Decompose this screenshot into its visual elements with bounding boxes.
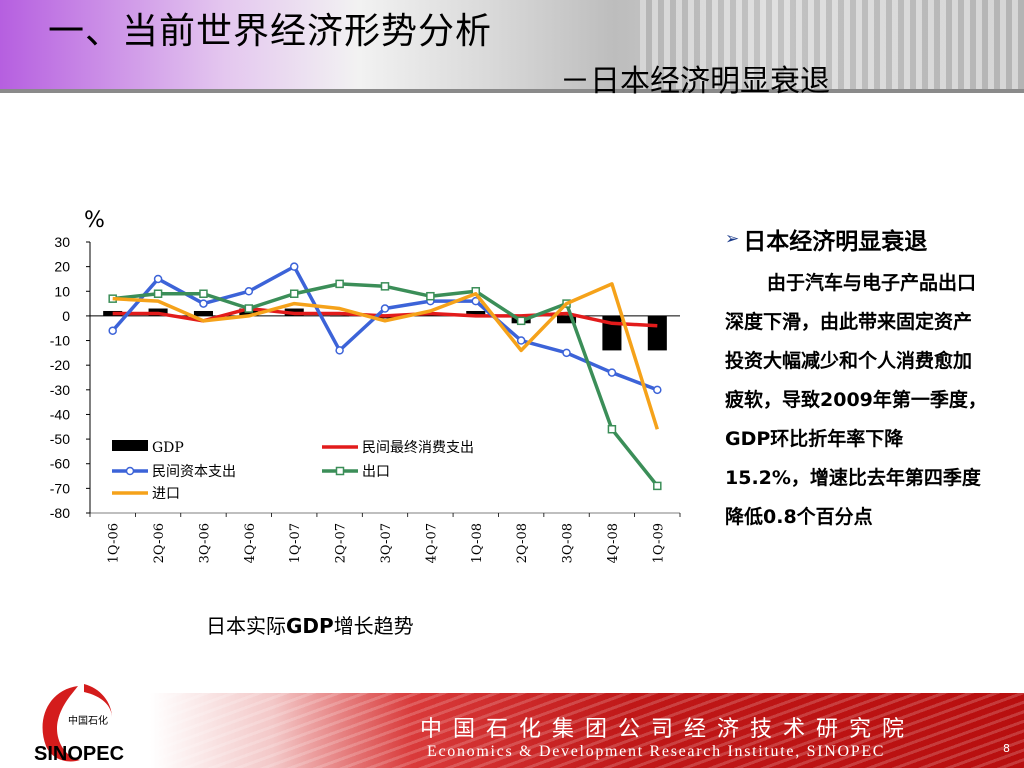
point-marker [335, 279, 344, 289]
y-tick-label: -60 [50, 456, 70, 472]
point-marker [380, 282, 390, 291]
side-body: 由于汽车与电子产品出口深度下滑，由此带来固定资产投资大幅减少和个人消费愈加疲软，… [725, 272, 987, 528]
point-marker [199, 299, 208, 308]
x-tick-label: 1Q-06 [107, 523, 122, 563]
header-decoration [640, 0, 1024, 89]
footer-org-cn: 中国石化集团公司经济技术研究院 [420, 717, 916, 742]
y-tick-label: -30 [50, 382, 70, 398]
point-marker [426, 291, 435, 301]
y-tick-label: -70 [50, 480, 70, 496]
slide-subtitle: －日本经济明显衰退 [560, 64, 830, 99]
y-tick-label: 0 [62, 308, 70, 324]
y-axis-unit: % [84, 208, 105, 233]
page-number: 8 [1003, 742, 1010, 755]
point-marker [244, 304, 254, 313]
point-marker [653, 385, 662, 395]
point-marker [516, 336, 526, 345]
footer-band [150, 693, 1024, 768]
sinopec-logo: 中国石化 SINOPEC [34, 684, 124, 764]
point-marker [153, 289, 163, 298]
point-marker [562, 348, 571, 358]
bullet-arrow-icon: ➢ [725, 229, 740, 249]
x-tick-label: 1Q-07 [288, 523, 303, 563]
slide-title: 一、当前世界经济形势分析 [48, 11, 493, 52]
x-tick-label: 3Q-06 [197, 523, 212, 563]
point-marker [380, 304, 390, 313]
point-marker [244, 287, 254, 296]
x-tick-label: 2Q-06 [152, 523, 167, 563]
x-tick-label: 2Q-07 [334, 523, 349, 563]
gdp-chart: % 30 20 10 0 -10 -20 -30 -40 -50 -60 -70 -80 1Q-06 2Q-… [50, 208, 681, 563]
y-tick-label: -80 [50, 505, 70, 521]
y-tick-label: -10 [50, 333, 70, 349]
x-tick-label: 3Q-07 [379, 523, 394, 563]
side-heading: 日本经济明显衰退 [743, 229, 928, 255]
header-bar [0, 0, 1024, 93]
point-marker [199, 289, 208, 298]
legend-label: 民间资本支出 [152, 464, 236, 480]
y-tick-label: 10 [54, 283, 70, 299]
legend-swatch [112, 440, 148, 451]
side-panel: ➢ 日本经济明显衰退 由于汽车与电子产品出口深度下滑，由此带来固定资产投资大幅减… [725, 222, 987, 537]
legend-label: 出口 [362, 464, 390, 480]
chart-caption-bold: GDP [286, 614, 334, 638]
y-tick-label: 20 [54, 259, 70, 275]
chart-caption: 日本实际GDP增长趋势 [206, 614, 414, 638]
bar-gdp [557, 315, 577, 324]
x-tick-label: 4Q-07 [424, 523, 439, 563]
side-heading-row: ➢ 日本经济明显衰退 [725, 222, 987, 256]
legend-marker [125, 466, 135, 476]
x-tick-label: 1Q-09 [651, 523, 666, 563]
footer-org-en: Economics & Development Research Institu… [427, 743, 886, 760]
bar-gdp [193, 310, 213, 316]
x-tick-label: 1Q-08 [470, 523, 485, 563]
bar-gdp [330, 315, 350, 317]
point-marker [653, 481, 662, 491]
point-marker [289, 262, 299, 271]
bar-gdp [466, 310, 486, 316]
bar-gdp [647, 315, 667, 351]
x-tick-label: 2Q-08 [515, 523, 530, 563]
point-marker [471, 296, 481, 306]
y-tick-label: -20 [50, 357, 70, 373]
point-marker [607, 368, 617, 377]
y-tick-label: -40 [50, 406, 70, 422]
logo-cn-text: 中国石化 [68, 714, 108, 727]
legend-label: 进口 [152, 486, 180, 502]
point-marker [289, 289, 299, 298]
point-marker [153, 274, 163, 284]
point-marker [516, 316, 526, 326]
legend-label: 民间最终消费支出 [362, 440, 474, 456]
point-marker [108, 326, 117, 335]
x-tick-label: 4Q-06 [243, 523, 258, 563]
logo-brand-text: SINOPEC [34, 743, 124, 764]
y-tick-label: -50 [50, 431, 70, 447]
x-tick-label: 4Q-08 [606, 523, 621, 563]
y-tick-label: 30 [54, 234, 70, 250]
point-marker [335, 346, 344, 355]
legend-label: GDP [152, 440, 184, 456]
point-marker [607, 424, 617, 434]
line-series [112, 282, 659, 430]
legend-marker [335, 466, 345, 476]
x-tick-label: 3Q-08 [561, 523, 576, 563]
